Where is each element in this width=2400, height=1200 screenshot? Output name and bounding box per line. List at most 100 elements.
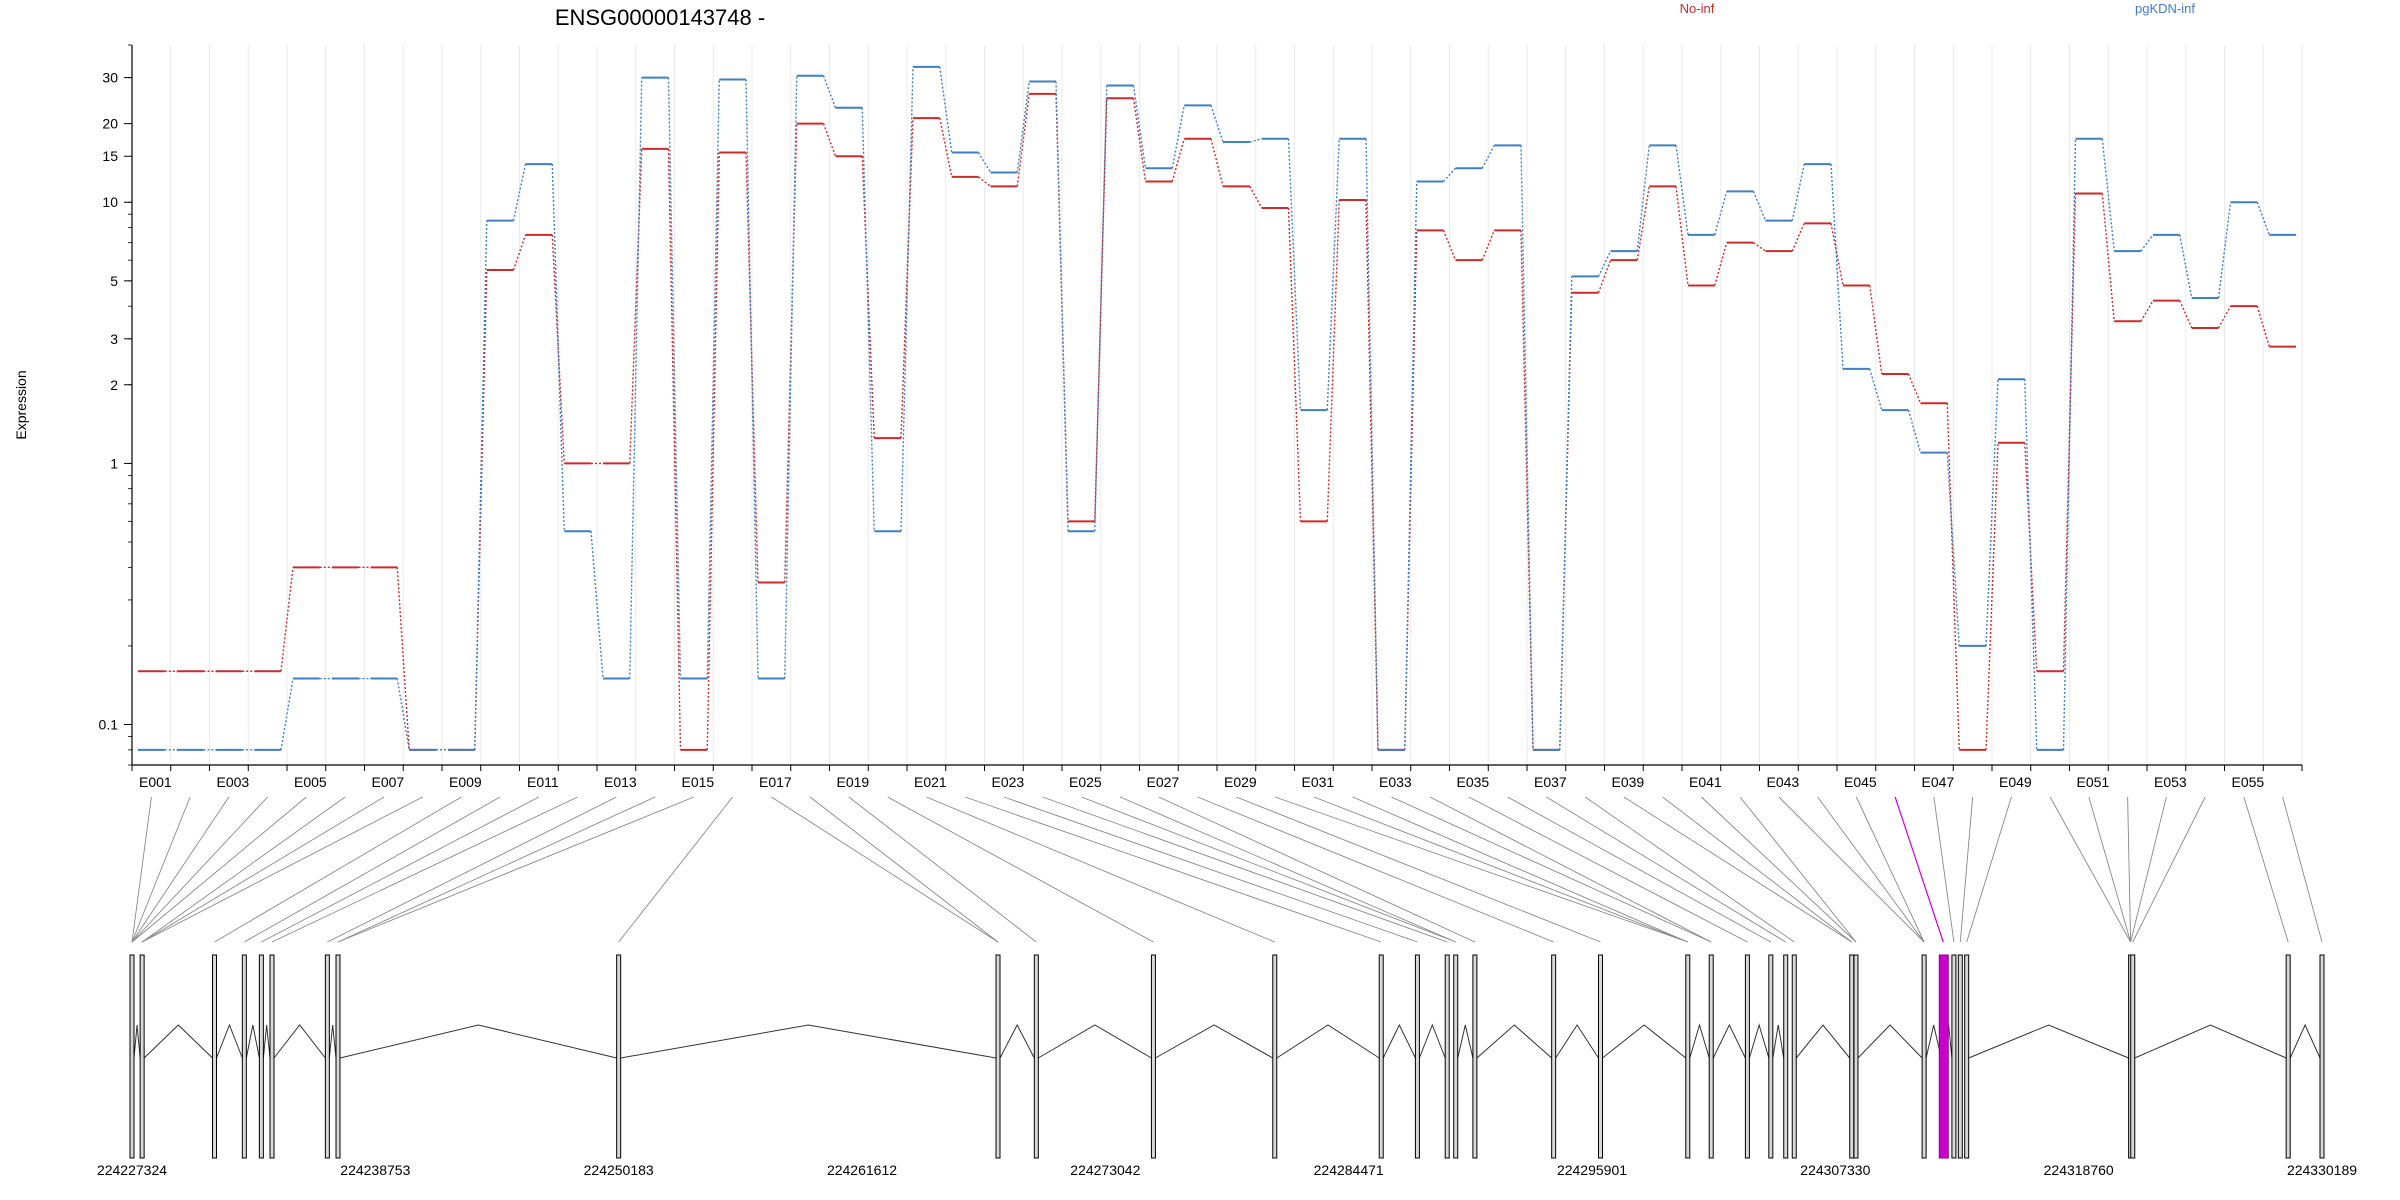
exon-connector-E041: [1701, 796, 1857, 943]
exon-box: [1414, 954, 1420, 1159]
exon-box: [1783, 954, 1789, 1159]
exon-connector-E016: [618, 796, 733, 943]
series-connector: [1481, 230, 1495, 261]
series-connector: [900, 66, 914, 532]
intron-line: [2134, 1024, 2287, 1059]
intron-line: [1457, 1024, 1474, 1059]
exon-box: [1921, 954, 1927, 1159]
exon-connector-E011: [261, 796, 540, 943]
series-connector: [590, 531, 604, 679]
x-tick-label: E027: [1147, 774, 1180, 790]
exon-connector-E030: [1274, 796, 1688, 943]
intron-line: [1382, 1023, 1416, 1059]
intron-line: [1689, 1023, 1710, 1059]
x-tick-label: E011: [527, 774, 559, 790]
exon-connector-E032: [1352, 796, 1688, 943]
series-connector: [2024, 379, 2038, 750]
exon-box: [1964, 954, 1970, 1159]
series-connector: [1907, 373, 1922, 404]
series-connector: [1869, 285, 1883, 375]
series-layer: [138, 65, 2296, 751]
exon-connector-E047: [1933, 796, 1955, 943]
y-tick-label: 5: [110, 273, 118, 289]
y-tick-label: 10: [102, 194, 118, 210]
series-connector: [1907, 409, 1922, 453]
exon-connector-E033: [1391, 796, 1712, 943]
series-connector: [1791, 163, 1805, 221]
series-connector: [1442, 230, 1457, 261]
exon-labels: E001 E003 E005 E007 E009 E011 E013 E015 E017 E019…: [139, 774, 2264, 790]
intron-line: [328, 1024, 337, 1059]
exon-connector-E015: [337, 796, 695, 943]
exon-connector-E037: [1546, 796, 1786, 943]
genomic-tick-label: 224227324: [97, 1162, 167, 1178]
exon-connector-E056: [2282, 796, 2323, 943]
intron-line: [1418, 1023, 1446, 1059]
exon-box: [1957, 954, 1963, 1159]
series-connector: [1171, 138, 1185, 182]
exon-connector-E029: [1236, 796, 1601, 943]
series-connector: [1404, 230, 1418, 750]
exon-box: [2130, 954, 2136, 1159]
y-tick-label: 30: [102, 70, 118, 86]
series-connector: [1171, 105, 1185, 169]
exon-connector-E008: [141, 796, 423, 943]
series-connector: [861, 107, 875, 532]
series-connector: [629, 77, 643, 679]
y-tick-label: 1: [110, 455, 118, 471]
exon-connectors: [131, 796, 2323, 943]
exon-box: [1598, 954, 1604, 1159]
x-tick-label: E033: [1379, 774, 1412, 790]
series-connector: [1442, 167, 1457, 183]
exon-connector-E007: [141, 796, 385, 943]
series-connector: [1714, 191, 1728, 236]
exon-box: [212, 954, 218, 1159]
series-connector: [1946, 403, 1960, 750]
x-tick-label: E017: [759, 774, 792, 790]
intron-line: [143, 1024, 213, 1059]
series-connector: [1365, 138, 1379, 750]
y-axis-label: Expression: [13, 370, 29, 439]
exon-connector-E045: [1855, 796, 1925, 943]
series-connector: [1791, 223, 1805, 252]
series-connector: [396, 567, 410, 750]
genomic-tick-label: 224295901: [1557, 1162, 1627, 1178]
series-connector: [978, 176, 991, 187]
exon-box: [1150, 954, 1156, 1159]
series-connector: [1985, 442, 1999, 750]
exon-connector-E055: [2243, 796, 2289, 943]
series-connector: [1287, 208, 1302, 522]
genomic-coordinate-axis: 224227324 224238753 224250183 224261612 2242…: [97, 1162, 2357, 1178]
exon-box: [1472, 954, 1478, 1159]
y-tick-label: 15: [102, 148, 118, 164]
series-connector: [551, 164, 565, 532]
intron-line: [1968, 1024, 2129, 1059]
series-connector: [1132, 85, 1147, 169]
x-tick-label: E009: [449, 774, 482, 790]
x-tick-label: E045: [1844, 774, 1877, 790]
x-tick-label: E029: [1224, 774, 1257, 790]
x-tick-label: E053: [2154, 774, 2187, 790]
exon-connector-E050: [2049, 796, 2132, 943]
x-tick-label: E047: [1922, 774, 1955, 790]
exon-box: [1768, 954, 1774, 1159]
exon-box: [1453, 954, 1459, 1159]
series-connector: [822, 75, 837, 109]
gene-model: [129, 954, 2325, 1159]
exon-box: [2319, 954, 2325, 1159]
exon-connector-E035: [1468, 796, 1748, 943]
series-connector: [706, 152, 720, 750]
intron-line: [216, 1023, 243, 1059]
exon-connector-E010: [244, 796, 501, 943]
legend-no-inf: No-inf: [1680, 1, 1715, 16]
chart-title: ENSG00000143748 -: [555, 5, 765, 30]
y-tick-label: 3: [110, 331, 118, 347]
series-connector: [667, 77, 682, 679]
exon-connector-E006: [141, 796, 346, 943]
x-tick-label: E003: [217, 774, 250, 790]
intron-line: [620, 1024, 997, 1059]
exon-box: [129, 954, 135, 1159]
series-connector: [280, 567, 294, 672]
exon-box: [335, 954, 341, 1159]
intron-line: [1772, 1024, 1785, 1059]
